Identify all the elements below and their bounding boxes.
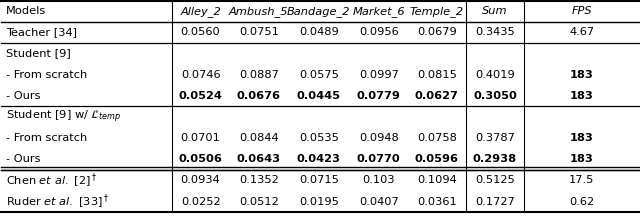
- Text: 0.0489: 0.0489: [299, 27, 339, 37]
- Text: 0.0506: 0.0506: [179, 154, 223, 164]
- Text: 0.103: 0.103: [362, 175, 395, 185]
- Text: 0.0779: 0.0779: [357, 91, 401, 101]
- Text: 0.2938: 0.2938: [473, 154, 517, 164]
- Text: 0.0758: 0.0758: [417, 133, 457, 143]
- Text: 0.0445: 0.0445: [297, 91, 340, 101]
- Text: 0.0887: 0.0887: [239, 70, 278, 80]
- Text: 0.0423: 0.0423: [297, 154, 340, 164]
- Text: 0.0535: 0.0535: [299, 133, 339, 143]
- Text: 0.0407: 0.0407: [359, 197, 399, 207]
- Text: 0.1727: 0.1727: [475, 197, 515, 207]
- Text: Student [9]: Student [9]: [6, 49, 70, 59]
- Text: - From scratch: - From scratch: [6, 133, 87, 143]
- Text: Ambush_5: Ambush_5: [229, 6, 289, 17]
- Text: Bandage_2: Bandage_2: [287, 6, 351, 17]
- Text: Models: Models: [6, 6, 46, 16]
- Text: 0.5125: 0.5125: [475, 175, 515, 185]
- Text: - From scratch: - From scratch: [6, 70, 87, 80]
- Text: Sum: Sum: [482, 6, 508, 16]
- Text: Temple_2: Temple_2: [410, 6, 464, 17]
- Text: 0.62: 0.62: [569, 197, 595, 207]
- Text: 0.0770: 0.0770: [357, 154, 401, 164]
- Text: 0.0361: 0.0361: [417, 197, 457, 207]
- Text: Teacher [34]: Teacher [34]: [6, 27, 77, 37]
- Text: Student [9] w/ $\mathcal{L}_{temp}$: Student [9] w/ $\mathcal{L}_{temp}$: [6, 109, 121, 125]
- Text: Market_6: Market_6: [353, 6, 405, 17]
- Text: 0.0844: 0.0844: [239, 133, 278, 143]
- Text: Alley_2: Alley_2: [180, 6, 221, 17]
- Text: Ruder $et\ al.$ [33]$^\dagger$: Ruder $et\ al.$ [33]$^\dagger$: [6, 192, 109, 211]
- Text: 0.0596: 0.0596: [415, 154, 459, 164]
- Text: 0.3435: 0.3435: [475, 27, 515, 37]
- Text: 0.4019: 0.4019: [475, 70, 515, 80]
- Text: 0.0701: 0.0701: [180, 133, 221, 143]
- Text: 0.3787: 0.3787: [475, 133, 515, 143]
- Text: 0.0676: 0.0676: [237, 91, 281, 101]
- Text: 183: 183: [570, 70, 594, 80]
- Text: 183: 183: [570, 91, 594, 101]
- Text: 0.0815: 0.0815: [417, 70, 457, 80]
- Text: 0.1352: 0.1352: [239, 175, 278, 185]
- Text: 0.0627: 0.0627: [415, 91, 459, 101]
- Text: 0.0679: 0.0679: [417, 27, 457, 37]
- Text: FPS: FPS: [572, 6, 592, 16]
- Text: Chen $et\ al.$ [2]$^\dagger$: Chen $et\ al.$ [2]$^\dagger$: [6, 171, 97, 190]
- Text: 0.0956: 0.0956: [359, 27, 399, 37]
- Text: 183: 183: [570, 133, 594, 143]
- Text: 0.1094: 0.1094: [417, 175, 457, 185]
- Text: 0.0195: 0.0195: [299, 197, 339, 207]
- Text: 0.0252: 0.0252: [180, 197, 220, 207]
- Text: 0.0643: 0.0643: [237, 154, 281, 164]
- Text: 4.67: 4.67: [569, 27, 595, 37]
- Text: - Ours: - Ours: [6, 154, 40, 164]
- Text: 0.3050: 0.3050: [473, 91, 517, 101]
- Text: 0.0751: 0.0751: [239, 27, 278, 37]
- Text: 0.0575: 0.0575: [299, 70, 339, 80]
- Text: 0.0715: 0.0715: [299, 175, 339, 185]
- Text: - Ours: - Ours: [6, 91, 40, 101]
- Text: 0.0948: 0.0948: [359, 133, 399, 143]
- Text: 0.0524: 0.0524: [179, 91, 223, 101]
- Text: 0.0512: 0.0512: [239, 197, 278, 207]
- Text: 0.0746: 0.0746: [180, 70, 220, 80]
- Text: 0.0560: 0.0560: [180, 27, 220, 37]
- Text: 183: 183: [570, 154, 594, 164]
- Text: 0.0934: 0.0934: [180, 175, 220, 185]
- Text: 0.0997: 0.0997: [359, 70, 399, 80]
- Text: 17.5: 17.5: [569, 175, 595, 185]
